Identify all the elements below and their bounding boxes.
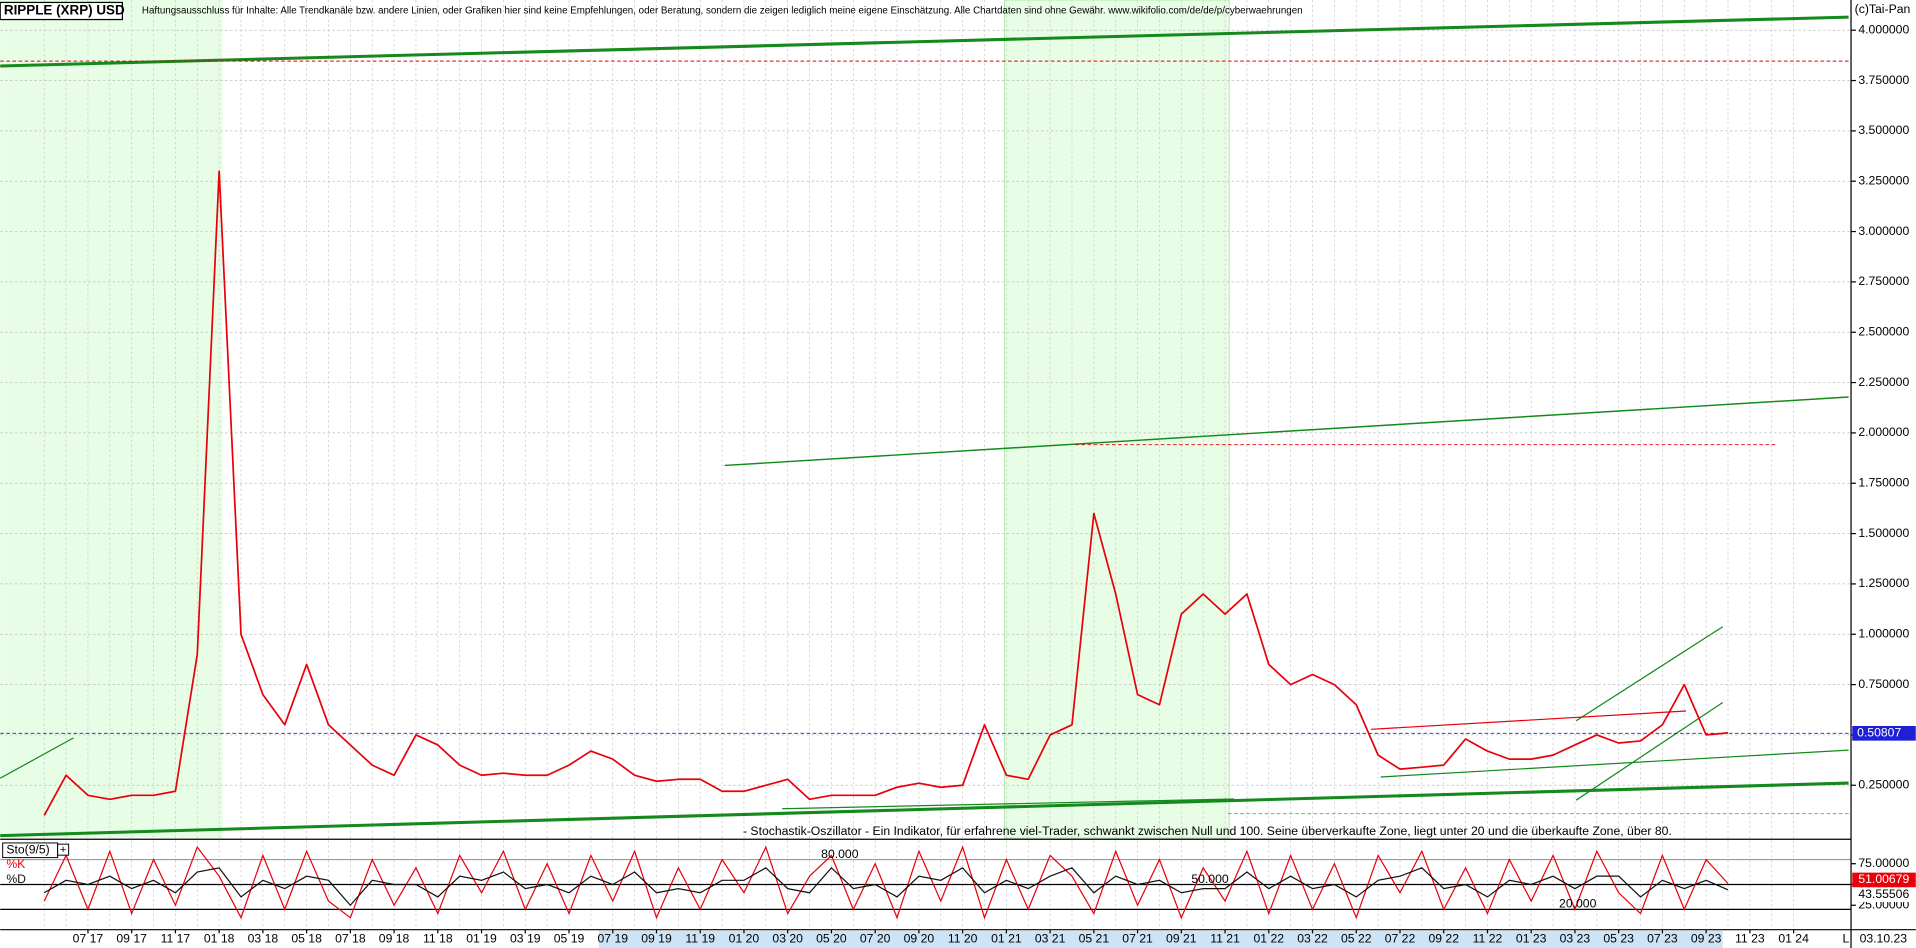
indicator-add-icon: + <box>60 844 66 856</box>
trend-line <box>1380 749 1849 778</box>
shaded-zone <box>1004 0 1230 839</box>
level-label: 20.000 <box>1559 897 1597 911</box>
trend-line <box>0 781 1849 838</box>
x-tick-label: 03 19 <box>510 932 541 946</box>
x-tick-label: 07 18 <box>335 932 366 946</box>
x-tick-label: 01 21 <box>991 932 1022 946</box>
last-value-label: 43.55506 <box>1858 887 1909 901</box>
y-tick-label: 75.00000 <box>1858 856 1909 870</box>
legend-label: %D <box>6 872 26 886</box>
x-tick-label: 03 21 <box>1035 932 1066 946</box>
shaded-zone <box>0 0 223 839</box>
indicator-note: - Stochastik-Oszillator - Ein Indikator,… <box>743 824 1672 838</box>
y-tick-label: 2.000000 <box>1858 425 1909 439</box>
oscillator-line <box>43 866 1729 907</box>
x-tick-label: 05 23 <box>1603 932 1634 946</box>
x-tick-label: 03 20 <box>772 932 803 946</box>
x-tick-label: 01 23 <box>1516 932 1547 946</box>
x-tick-label: 11 19 <box>685 932 715 946</box>
x-tick-label: 01 22 <box>1254 932 1285 946</box>
y-tick-label: 3.750000 <box>1858 73 1909 87</box>
x-tick-label: 09 22 <box>1428 932 1459 946</box>
price-layer <box>0 170 1852 920</box>
chart-title: RIPPLE (XRP) USD <box>4 3 125 18</box>
x-tick-label: 09 21 <box>1166 932 1197 946</box>
y-tick-label: 3.250000 <box>1858 173 1909 187</box>
y-tick-label: 1.250000 <box>1858 576 1909 590</box>
y-tick-label: 2.750000 <box>1858 274 1909 288</box>
x-tick-label: 09 17 <box>116 932 147 946</box>
x-tick-label: 01 18 <box>204 932 235 946</box>
x-tick-label: 05 21 <box>1079 932 1110 946</box>
disclaimer: Haftungsausschluss für Inhalte: Alle Tre… <box>142 6 1303 17</box>
axis-highlight <box>598 930 1723 948</box>
date-label: 03.10.23 <box>1860 932 1908 946</box>
x-tick-label: 05 19 <box>554 932 585 946</box>
trend-line <box>724 396 1849 467</box>
x-tick-label: 11 23 <box>1735 932 1765 946</box>
trend-line <box>0 15 1849 68</box>
title-box <box>0 1 124 21</box>
end-label: L <box>1842 932 1849 946</box>
level-label: 80.000 <box>821 847 859 861</box>
credit: (c)Tai-Pan <box>1855 2 1911 16</box>
x-tick-label: 07 22 <box>1385 932 1416 946</box>
trend-line <box>1575 626 1724 722</box>
x-tick-label: 07 19 <box>597 932 628 946</box>
x-tick-label: 03 18 <box>248 932 279 946</box>
y-tick-label: 1.500000 <box>1858 526 1909 540</box>
trend-line <box>782 798 1235 810</box>
x-tick-label: 05 22 <box>1341 932 1372 946</box>
indicator-add-button[interactable] <box>57 843 70 856</box>
x-tick-label: 03 23 <box>1560 932 1591 946</box>
current-price-box <box>1852 725 1916 741</box>
x-tick-label: 05 20 <box>816 932 847 946</box>
x-tick-label: 09 20 <box>904 932 935 946</box>
x-tick-label: 07 23 <box>1647 932 1678 946</box>
x-tick-label: 07 20 <box>860 932 891 946</box>
x-tick-label: 01 19 <box>466 932 497 946</box>
last-value-label: 51.00679 <box>1858 872 1909 886</box>
x-tick-label: 05 18 <box>291 932 322 946</box>
trend-line <box>0 737 74 779</box>
y-tick-label: 0.250000 <box>1858 777 1909 791</box>
x-tick-label: 07 17 <box>73 932 104 946</box>
y-tick-label: 0.750000 <box>1858 677 1909 691</box>
y-tick-label: 2.500000 <box>1858 324 1909 338</box>
x-tick-label: 11 21 <box>1210 932 1240 946</box>
x-tick-label: 11 18 <box>423 932 453 946</box>
current-price-label: 0.50807 <box>1857 726 1901 740</box>
x-tick-label: 11 22 <box>1473 932 1503 946</box>
y-tick-label: 3.000000 <box>1858 224 1909 238</box>
last-value-box <box>1852 887 1916 903</box>
x-tick-label: 01 20 <box>729 932 760 946</box>
x-tick-label: 01 24 <box>1778 932 1809 946</box>
x-tick-label: 07 21 <box>1122 932 1153 946</box>
x-tick-label: 03 22 <box>1297 932 1328 946</box>
x-tick-label: 09 18 <box>379 932 410 946</box>
x-tick-label: 11 20 <box>948 932 978 946</box>
y-tick-label: 1.750000 <box>1858 475 1909 489</box>
x-tick-label: 09 23 <box>1691 932 1722 946</box>
y-tick-label: 4.000000 <box>1858 22 1909 36</box>
indicator-title: Sto(9/5) <box>6 842 49 856</box>
y-tick-label: 1.000000 <box>1858 626 1909 640</box>
price-line <box>43 170 1729 816</box>
y-tick-label: 2.250000 <box>1858 375 1909 389</box>
resistance-line <box>1370 710 1687 730</box>
x-tick-label: 11 17 <box>161 932 191 946</box>
last-value-box <box>1852 872 1916 888</box>
grid <box>0 0 1852 929</box>
x-tick-label: 09 19 <box>641 932 672 946</box>
legend-label: %K <box>6 857 25 871</box>
level-label: 50.000 <box>1191 872 1229 886</box>
y-tick-label: 3.500000 <box>1858 123 1909 137</box>
